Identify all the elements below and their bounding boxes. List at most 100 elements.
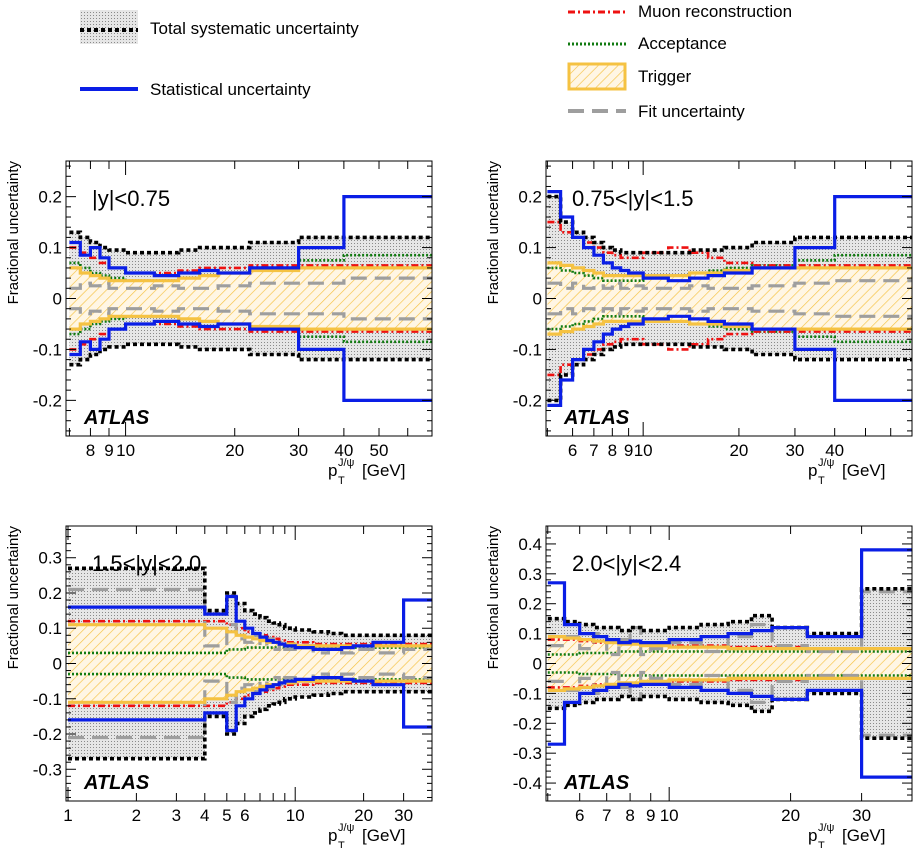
x-tick-label: 8 bbox=[86, 441, 95, 460]
y-tick-label: -0.2 bbox=[33, 725, 62, 744]
stat-upper-line bbox=[547, 548, 912, 645]
x-axis-label-unit: [GeV] bbox=[362, 461, 405, 480]
atlas-watermark: ATLAS bbox=[563, 772, 630, 794]
legend-label-acc: Acceptance bbox=[638, 34, 727, 53]
x-tick-label: 30 bbox=[785, 441, 804, 460]
acc-lower-line bbox=[547, 671, 912, 677]
x-axis-label-sup: J/ψ bbox=[338, 822, 355, 834]
plot-area bbox=[547, 190, 912, 407]
y-axis-label: Fractional uncertainty bbox=[5, 161, 22, 305]
y-tick-label: 0.3 bbox=[518, 565, 542, 584]
y-tick-label: -0.1 bbox=[513, 340, 542, 359]
stat-upper-line bbox=[547, 190, 912, 283]
legend: Total systematic uncertainty Statistical… bbox=[80, 2, 792, 121]
acc-upper-line bbox=[68, 646, 432, 655]
rapidity-label: 1.5<|y|<2.0 bbox=[92, 551, 201, 576]
legend-item-total-syst: Total systematic uncertainty bbox=[80, 10, 359, 44]
y-tick-label: -0.4 bbox=[513, 774, 542, 793]
y-tick-label: -0.2 bbox=[33, 391, 62, 410]
x-tick-label: 7 bbox=[589, 441, 598, 460]
panel-2: -0.2 -0.1 0 0.1 0.2 6 7 8 9 10 20 30 40 Fractional un… bbox=[485, 160, 913, 487]
x-tick-label: 30 bbox=[289, 441, 308, 460]
fit-lower-line bbox=[68, 672, 432, 740]
x-tick-label: 20 bbox=[729, 441, 748, 460]
fit-upper-line bbox=[69, 276, 432, 290]
x-tick-label: 9 bbox=[624, 441, 633, 460]
x-axis-label-unit: [GeV] bbox=[362, 826, 405, 845]
x-axis-label-base: p bbox=[808, 826, 817, 845]
legend-item-trig: Trigger bbox=[567, 62, 692, 91]
x-axis-label-base: p bbox=[328, 826, 337, 845]
y-tick-label: -0.1 bbox=[33, 340, 62, 359]
legend-item-muon: Muon reconstruction bbox=[568, 2, 792, 21]
x-axis-label-sup: J/ψ bbox=[818, 457, 835, 469]
y-tick-label: 0.2 bbox=[518, 188, 542, 207]
trig-upper-line bbox=[69, 266, 432, 283]
trigger-band bbox=[547, 262, 912, 335]
x-axis-label-sub: T bbox=[818, 475, 825, 487]
legend-swatch-total-syst bbox=[80, 10, 138, 44]
total-syst-lower-line bbox=[69, 342, 432, 367]
fit-lower-line bbox=[547, 307, 912, 318]
y-tick-label: 0 bbox=[53, 655, 62, 674]
x-tick-label: 20 bbox=[354, 806, 373, 825]
x-tick-label: 9 bbox=[646, 806, 655, 825]
x-tick-label: 6 bbox=[568, 441, 577, 460]
stat-lower-line bbox=[547, 314, 912, 407]
x-tick-label: 20 bbox=[781, 806, 800, 825]
x-tick-label: 8 bbox=[625, 806, 634, 825]
panel-4: -0.4 -0.3 -0.2 -0.1 0 0.1 0.2 0.3 0.4 6 7 8 9 10 20 30 F… bbox=[485, 525, 913, 848]
x-tick-label: 10 bbox=[660, 806, 679, 825]
stat-upper-line bbox=[68, 594, 432, 651]
x-tick-label: 1 bbox=[63, 806, 72, 825]
y-axis-label: Fractional uncertainty bbox=[485, 161, 502, 305]
fit-upper-line bbox=[547, 279, 912, 290]
x-axis-label-sup: J/ψ bbox=[338, 457, 355, 469]
y-axis-label: Fractional uncertainty bbox=[5, 526, 22, 670]
stat-lower-line bbox=[547, 682, 912, 779]
y-tick-label: 0.4 bbox=[518, 535, 542, 554]
plot-area bbox=[68, 566, 432, 761]
trigger-band bbox=[68, 624, 432, 703]
legend-item-stat: Statistical uncertainty bbox=[80, 80, 311, 99]
x-tick-label: 40 bbox=[334, 441, 353, 460]
atlas-watermark: ATLAS bbox=[563, 407, 630, 429]
x-axis-label-unit: [GeV] bbox=[842, 826, 885, 845]
acc-upper-line bbox=[547, 650, 912, 656]
x-tick-label: 6 bbox=[575, 806, 584, 825]
x-axis-label-base: p bbox=[328, 461, 337, 480]
y-tick-label: 0.2 bbox=[38, 584, 62, 603]
x-tick-label: 8 bbox=[608, 441, 617, 460]
y-tick-label: 0 bbox=[53, 290, 62, 309]
x-tick-label: 10 bbox=[634, 441, 653, 460]
total-syst-lower-line bbox=[547, 342, 912, 403]
x-tick-label: 7 bbox=[602, 806, 611, 825]
x-axis-label-sup: J/ψ bbox=[818, 822, 835, 834]
stat-upper-line bbox=[69, 195, 432, 278]
x-axis-label-sub: T bbox=[338, 840, 345, 848]
x-tick-label: 10 bbox=[286, 806, 305, 825]
y-tick-label: 0.1 bbox=[38, 619, 62, 638]
legend-item-acc: Acceptance bbox=[568, 34, 727, 53]
y-tick-label: -0.3 bbox=[513, 744, 542, 763]
y-tick-label: 0 bbox=[533, 290, 542, 309]
fit-upper-line bbox=[68, 587, 432, 655]
y-tick-label: 0.2 bbox=[38, 188, 62, 207]
stat-lower-line bbox=[68, 676, 432, 733]
fit-upper-line bbox=[547, 590, 912, 657]
x-tick-label: 3 bbox=[172, 806, 181, 825]
legend-item-fit: Fit uncertainty bbox=[568, 102, 745, 121]
y-tick-label: -0.2 bbox=[513, 714, 542, 733]
y-tick-label: -0.3 bbox=[33, 760, 62, 779]
legend-label-fit: Fit uncertainty bbox=[638, 102, 745, 121]
y-tick-label: -0.1 bbox=[513, 684, 542, 703]
legend-label-stat: Statistical uncertainty bbox=[150, 80, 311, 99]
fit-lower-line bbox=[547, 670, 912, 737]
x-axis-label-sub: T bbox=[338, 475, 345, 487]
rapidity-label: |y|<0.75 bbox=[92, 186, 170, 211]
x-tick-label: 10 bbox=[116, 441, 135, 460]
x-tick-label: 50 bbox=[370, 441, 389, 460]
x-tick-label: 30 bbox=[852, 806, 871, 825]
